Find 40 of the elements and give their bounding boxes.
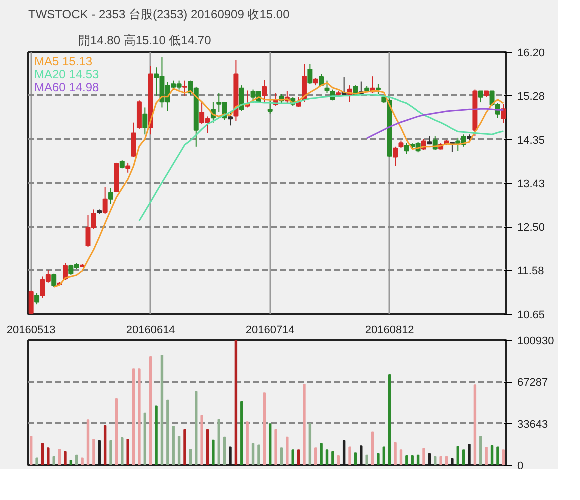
- y-tick-label: 15.28: [518, 90, 546, 103]
- candlestick: [239, 85, 244, 112]
- text: MA5 15.13: [34, 54, 93, 68]
- y-tick-label: 11.58: [518, 266, 544, 278]
- y-tick-label: 16.20: [518, 48, 546, 60]
- y-tick-label: 14.35: [518, 134, 546, 147]
- candlestick: [376, 84, 381, 96]
- x-tick-label: 20160812: [365, 324, 414, 336]
- y-tick-label: 33643: [518, 418, 548, 431]
- candlestick: [262, 80, 268, 103]
- y-tick-label: 67287: [518, 377, 548, 390]
- y-tick-label: 12.50: [518, 222, 546, 234]
- candlestick: [393, 146, 398, 167]
- x-tick-label: 20160513: [6, 324, 56, 336]
- candlestick: [404, 142, 410, 155]
- candlestick: [478, 90, 484, 104]
- chart-title: TWSTOCK - 2353 台股(2353) 20160909 收15.00: [28, 8, 290, 22]
- y-tick-label: 10.65: [518, 310, 546, 322]
- candlestick: [182, 80, 188, 96]
- candlestick: [228, 112, 234, 126]
- candlestick: [268, 100, 273, 114]
- x-tick-label: 20160714: [246, 324, 295, 336]
- candlestick: [52, 273, 57, 288]
- x-tick-label: 20160614: [126, 324, 176, 336]
- y-tick-label: 13.43: [518, 178, 546, 190]
- candlestick: [62, 262, 68, 281]
- candlestick: [142, 107, 148, 136]
- candlestick: [102, 186, 108, 214]
- candlestick: [302, 64, 307, 103]
- candlestick: [501, 104, 506, 124]
- candlestick: [34, 292, 40, 306]
- candlestick: [131, 122, 136, 158]
- text: MA60 14.98: [34, 80, 100, 94]
- y-tick-label: 100930: [518, 336, 554, 348]
- candlestick: [308, 64, 313, 85]
- candlestick: [28, 290, 34, 314]
- candlestick: [126, 162, 131, 174]
- chart-subtitle: 開14.80 高15.10 低14.70: [78, 34, 212, 48]
- candlestick: [108, 188, 114, 205]
- text: MA20 14.53: [34, 68, 100, 82]
